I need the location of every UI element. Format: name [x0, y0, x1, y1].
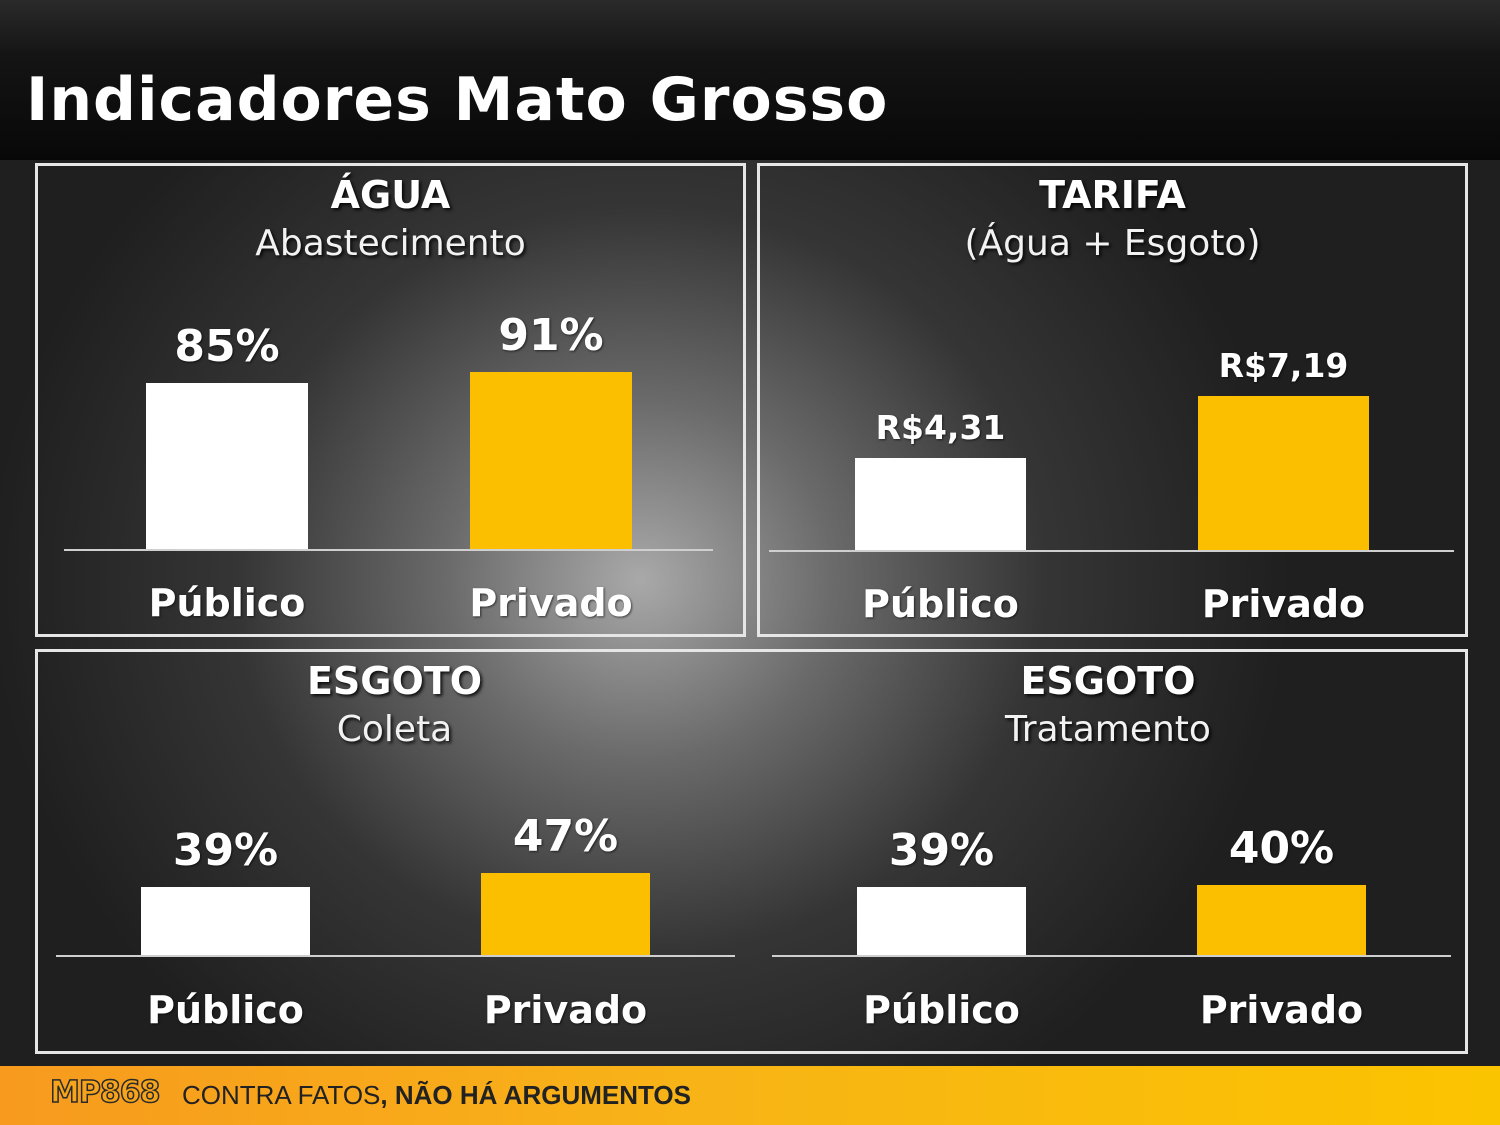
- category-label-privado: Privado: [1201, 582, 1366, 626]
- panel-esgoto: [35, 649, 1468, 1054]
- page-title: Indicadores Mato Grosso: [26, 65, 889, 135]
- footer-slogan: CONTRA FATOS, NÃO HÁ ARGUMENTOS: [182, 1082, 691, 1108]
- category-label-publico: Público: [862, 582, 1019, 626]
- chart-title: ESGOTO: [1020, 659, 1196, 703]
- baseline: [64, 549, 713, 551]
- bar-privado: [1198, 396, 1369, 550]
- bar-privado: [481, 873, 650, 955]
- chart-agua: ÁGUA Abastecimento 85% Público 91% Privado: [38, 166, 743, 634]
- baseline: [772, 955, 1451, 957]
- value-label-privado: 47%: [512, 811, 619, 862]
- category-label-publico: Público: [147, 988, 304, 1032]
- chart-tarifa: TARIFA (Água + Esgoto) R$4,31 Público R$7,…: [760, 166, 1465, 634]
- footer-bar: MP868 CONTRA FATOS, NÃO HÁ ARGUMENTOS: [0, 1066, 1500, 1125]
- chart-esgoto-tratamento: ESGOTO Tratamento 39% Público 40% Privado: [751, 652, 1465, 1051]
- panel-agua: [35, 163, 746, 637]
- chart-esgoto-coleta: ESGOTO Coleta 39% Público 47% Privado: [38, 652, 751, 1051]
- bar-privado: [470, 372, 632, 549]
- chart-title: ESGOTO: [306, 659, 483, 703]
- category-label-privado: Privado: [483, 988, 648, 1032]
- value-label-privado: 40%: [1228, 823, 1335, 874]
- category-label-publico: Público: [148, 581, 306, 625]
- value-label-privado: R$7,19: [1218, 346, 1349, 385]
- chart-subtitle: (Água + Esgoto): [964, 223, 1261, 264]
- brand-logo: MP868: [49, 1075, 161, 1110]
- value-label-publico: 39%: [172, 825, 279, 876]
- bar-publico: [857, 887, 1026, 955]
- category-label-publico: Público: [863, 988, 1020, 1032]
- category-label-privado: Privado: [469, 581, 633, 625]
- value-label-publico: 85%: [174, 321, 280, 372]
- chart-title: TARIFA: [1039, 173, 1186, 217]
- category-label-privado: Privado: [1199, 988, 1364, 1032]
- bar-publico: [141, 887, 310, 955]
- baseline: [56, 955, 735, 957]
- title-band: [0, 0, 1500, 160]
- value-label-privado: 91%: [498, 310, 604, 361]
- value-label-publico: R$4,31: [875, 408, 1006, 447]
- chart-title: ÁGUA: [330, 173, 451, 217]
- bar-publico: [146, 383, 308, 549]
- baseline: [769, 550, 1454, 552]
- bar-publico: [855, 458, 1026, 550]
- chart-subtitle: Abastecimento: [255, 223, 526, 264]
- slogan-part2: , NÃO HÁ ARGUMENTOS: [380, 1080, 691, 1110]
- value-label-publico: 39%: [888, 825, 995, 876]
- chart-subtitle: Coleta: [336, 709, 453, 750]
- slogan-part1: CONTRA FATOS: [182, 1080, 381, 1110]
- bar-privado: [1197, 885, 1366, 955]
- chart-subtitle: Tratamento: [1005, 709, 1211, 750]
- panel-tarifa: [757, 163, 1468, 637]
